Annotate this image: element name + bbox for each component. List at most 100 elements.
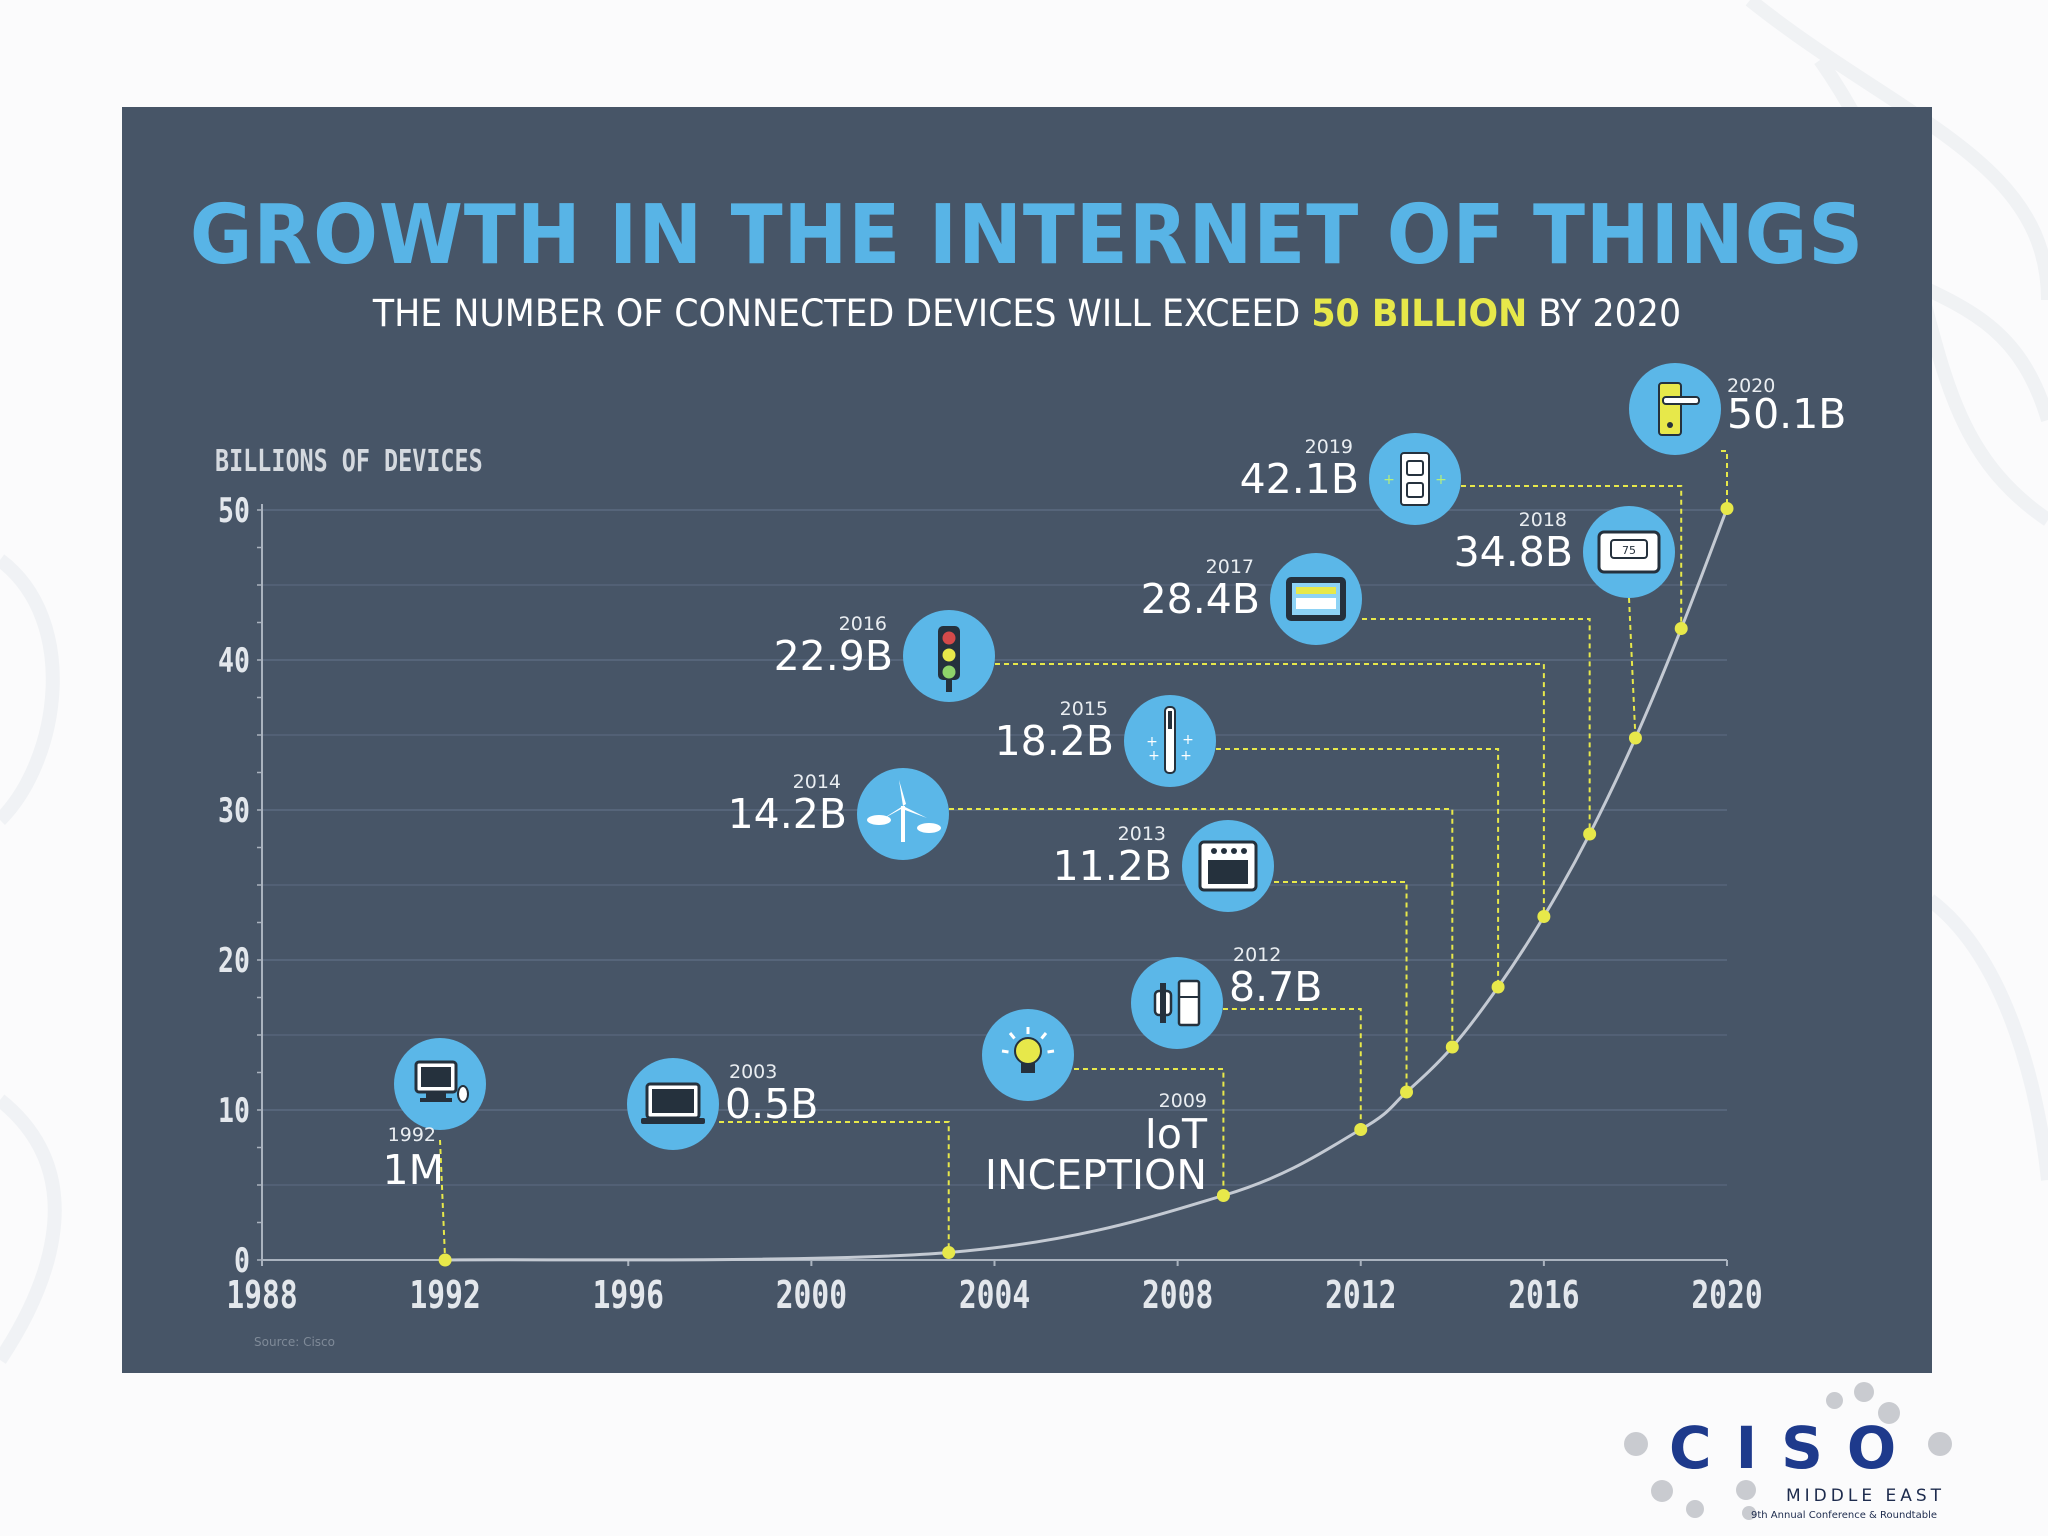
toothbrush-icon: + +++	[1124, 695, 1216, 787]
connector-line	[1074, 1068, 1225, 1196]
x-tick-label: 1996	[593, 1273, 664, 1318]
data-point	[438, 1253, 452, 1267]
x-tick-label: 2012	[1325, 1273, 1396, 1318]
data-point	[1720, 502, 1734, 515]
subtitle-prefix: THE NUMBER OF CONNECTED DEVICES WILL EXC…	[372, 292, 1312, 335]
icon-circle	[1131, 957, 1223, 1049]
x-tick-label: 2008	[1142, 1273, 1213, 1318]
y-tick-label: 40	[218, 642, 250, 681]
data-point	[1583, 827, 1597, 841]
x-tick-label: 1992	[409, 1273, 480, 1318]
point-value-label: 0.5B	[725, 1080, 818, 1128]
logo-dot	[1624, 1432, 1648, 1456]
point-value-label: IoT	[1145, 1110, 1208, 1158]
y-tick-label: 0	[234, 1242, 250, 1281]
source-note: Source: Cisco	[254, 1335, 335, 1349]
svg-text:+: +	[1180, 748, 1192, 764]
x-tick-label: 1988	[226, 1273, 297, 1318]
point-value-label: 34.8B	[1454, 528, 1573, 576]
connector-line	[1362, 618, 1591, 834]
point-value-label: 8.7B	[1229, 963, 1322, 1011]
point-value-label: 22.9B	[774, 632, 893, 680]
point-value-label: 50.1B	[1727, 390, 1846, 438]
traffic-light-icon	[903, 610, 995, 702]
svg-text:+: +	[1435, 472, 1447, 488]
svg-text:+: +	[1383, 472, 1395, 488]
chart-panel: 1988 1992 1996 2000 2004 2008 2012 2016 2020 0 10 2…	[122, 107, 1932, 1373]
svg-text:+: +	[1146, 734, 1158, 750]
connector-line	[1223, 1008, 1362, 1130]
logo-tagline: 9th Annual Conference & Roundtable	[1751, 1510, 1938, 1521]
thermostat-icon: 75	[1583, 506, 1675, 598]
y-axis-label: BILLIONS OF DEVICES	[215, 444, 483, 479]
data-point	[1537, 910, 1551, 923]
logo-wordmark: CISO	[1669, 1414, 1921, 1482]
tablet-icon	[1270, 553, 1362, 645]
point-value-label: 28.4B	[1141, 575, 1260, 623]
wind-turbine-icon	[857, 768, 949, 860]
smartwatch-fridge-icon	[1131, 957, 1223, 1049]
svg-text:+: +	[1148, 748, 1160, 764]
point-value-label: 11.2B	[1053, 842, 1172, 890]
y-tick-label: 30	[218, 792, 250, 831]
logo-dot	[1826, 1392, 1843, 1409]
y-tick-label: 50	[218, 492, 250, 531]
point-year-label: 1992	[388, 1124, 436, 1146]
y-tick-label: 20	[218, 942, 250, 981]
connector-line	[1216, 748, 1500, 987]
logo-subtitle: MIDDLE EAST	[1786, 1486, 1946, 1506]
oven-icon	[1182, 820, 1274, 912]
point-year-label: 2003	[729, 1061, 777, 1083]
svg-text:75: 75	[1622, 544, 1636, 557]
logo-dot	[1854, 1382, 1874, 1402]
data-point	[1628, 731, 1642, 745]
data-point	[1216, 1189, 1230, 1202]
logo-dot	[1742, 1506, 1756, 1520]
point-value-label: 1M	[383, 1146, 444, 1194]
point-year-label: 2009	[1159, 1090, 1207, 1112]
data-point	[1491, 980, 1505, 994]
connector-line	[1461, 485, 1683, 629]
point-year-label: 2015	[1060, 698, 1108, 720]
x-tick-label: 2016	[1508, 1273, 1579, 1318]
y-tick-label: 10	[218, 1092, 250, 1131]
data-point	[942, 1246, 956, 1259]
ciso-logo: CISO MIDDLE EAST 9th Annual Conference &…	[1618, 1382, 1958, 1523]
data-point	[1674, 622, 1688, 635]
subtitle-highlight: 50 BILLION	[1311, 292, 1528, 335]
point-year-label: 2019	[1305, 436, 1353, 458]
chart-plot-area: 1988 1992 1996 2000 2004 2008 2012 2016 2020 0 10 2…	[218, 363, 1846, 1318]
connector-line	[949, 808, 1454, 1047]
logo-dot	[1928, 1432, 1952, 1456]
connector-line	[439, 1139, 447, 1261]
data-point	[1400, 1085, 1414, 1099]
point-year-label: 2012	[1233, 944, 1281, 966]
x-tick-label: 2020	[1691, 1273, 1762, 1318]
laptop-icon	[627, 1058, 719, 1150]
logo-dot	[1686, 1500, 1704, 1518]
subtitle-suffix: BY 2020	[1527, 292, 1682, 335]
point-value-label: INCEPTION	[985, 1151, 1207, 1199]
chart-title: GROWTH IN THE INTERNET OF THINGS	[189, 188, 1865, 283]
data-point	[1354, 1123, 1368, 1136]
door-handle-icon	[1629, 363, 1721, 455]
point-year-label: 2018	[1519, 509, 1567, 531]
point-year-label: 2013	[1118, 823, 1166, 845]
chart-subtitle: THE NUMBER OF CONNECTED DEVICES WILL EXC…	[176, 295, 1877, 332]
power-outlet-icon: + +	[1369, 433, 1461, 525]
point-year-label: 2016	[839, 613, 887, 635]
connector-line	[995, 663, 1545, 917]
data-point	[1445, 1040, 1459, 1054]
point-value-label: 18.2B	[995, 717, 1114, 765]
connector-line	[1274, 881, 1408, 1092]
logo-dot	[1651, 1480, 1673, 1502]
lightbulb-icon	[982, 1009, 1074, 1101]
connector-line	[1721, 450, 1728, 509]
connector-line	[1628, 597, 1637, 739]
point-year-label: 2017	[1206, 556, 1254, 578]
svg-text:+: +	[1182, 732, 1194, 748]
connector-line	[719, 1121, 950, 1253]
point-value-label: 14.2B	[728, 790, 847, 838]
point-value-label: 42.1B	[1240, 455, 1359, 503]
point-year-label: 2020	[1727, 375, 1775, 397]
